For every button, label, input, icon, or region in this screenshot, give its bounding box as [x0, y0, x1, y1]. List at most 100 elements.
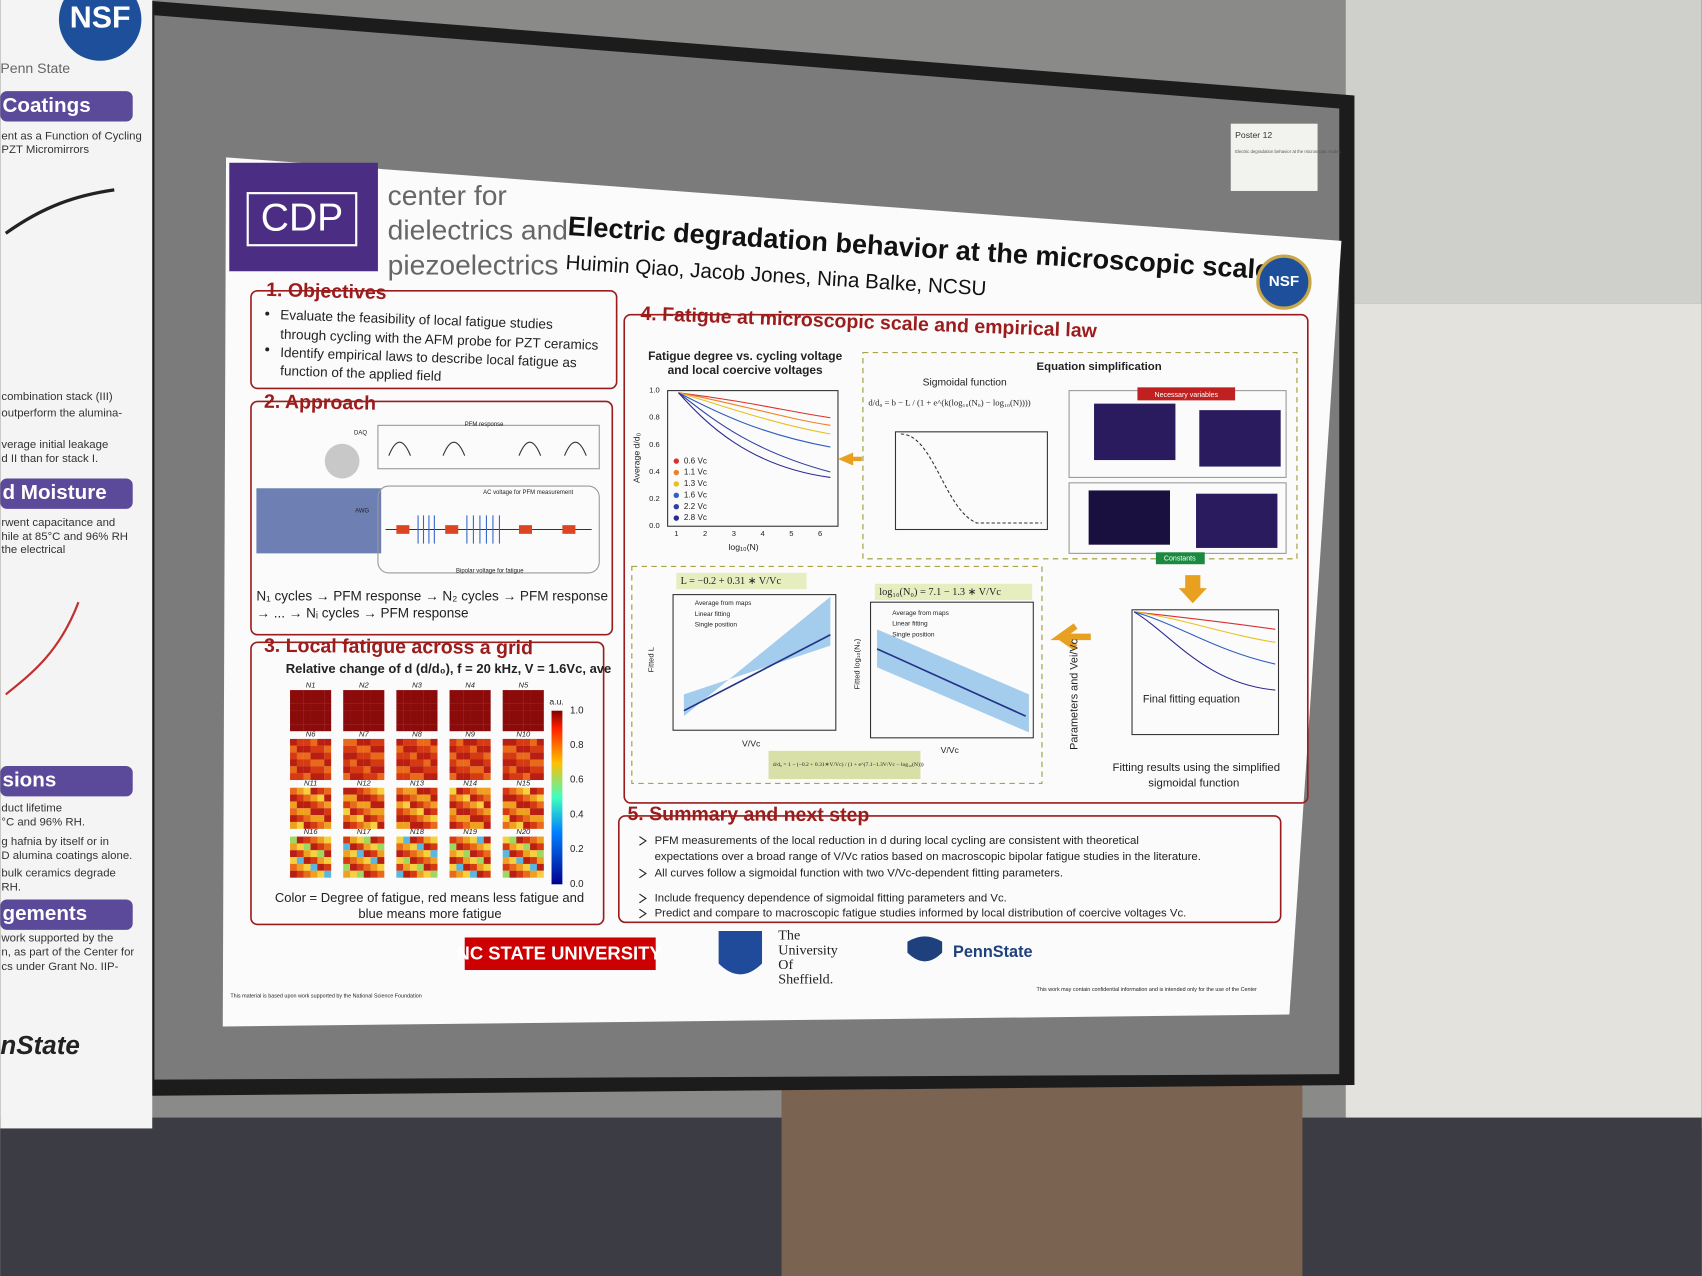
heatmap-cell	[523, 759, 531, 767]
heatmap-cell	[377, 787, 385, 795]
heatmap-cell	[310, 836, 318, 844]
heatmap-cell	[343, 843, 351, 851]
org-name: center for	[388, 179, 507, 211]
line: bulk ceramics degrade	[1, 867, 115, 879]
heatmap-cell	[410, 801, 417, 809]
heatmap-cell	[403, 857, 411, 865]
heatmap-cell	[530, 745, 537, 753]
heatmap-cell	[423, 801, 431, 809]
heatmap-cell	[350, 836, 357, 844]
heatmap-cell	[423, 738, 431, 746]
line: °C and 96% RH.	[1, 816, 85, 828]
heatmap-cell	[343, 863, 351, 871]
heatmap-cell	[509, 850, 517, 858]
heatmap-cell	[463, 696, 471, 704]
heatmap-cell	[324, 690, 332, 698]
heatmap-tile	[290, 738, 332, 781]
heatmap-cell	[370, 717, 378, 725]
heatmap-cell	[430, 759, 438, 767]
heatmap-cell	[343, 690, 351, 698]
heatmap-cell	[377, 752, 385, 760]
heatmap-cell	[296, 738, 304, 746]
heatmap-cell	[410, 808, 417, 816]
heatmap-cell	[363, 787, 371, 795]
heatmap-cell	[470, 794, 477, 802]
heatmap-cell	[416, 724, 424, 732]
heatmap-cell	[509, 870, 517, 878]
heatmap-cell	[396, 724, 404, 732]
heatmap-cell	[423, 690, 431, 698]
sheffield-crest	[718, 930, 763, 975]
heatmap-cell	[476, 794, 484, 802]
heatmap-cell	[456, 710, 464, 718]
y-tick-label: 0.4	[649, 467, 660, 476]
heatmap-cell	[509, 863, 517, 871]
heatmap-cell	[509, 857, 517, 865]
heatmap-cell	[476, 710, 484, 718]
heatmap-cell	[363, 710, 371, 718]
heatmap-cell	[396, 857, 404, 865]
heatmap-cell	[356, 773, 364, 781]
heatmap-cell	[350, 773, 357, 781]
heatmap-cell	[449, 773, 457, 781]
heatmap-cell	[310, 815, 318, 823]
heatmap-cell	[310, 801, 318, 809]
heatmap-cell	[377, 836, 385, 844]
heatmap-cell	[530, 738, 537, 746]
heatmap-cell	[463, 863, 471, 871]
heatmap-cell	[324, 836, 332, 844]
heatmap-cell	[502, 843, 510, 851]
heatmap-cell	[403, 843, 411, 851]
heatmap-tile	[396, 787, 438, 829]
legend-marker	[673, 458, 680, 464]
heatmap-cell	[516, 717, 524, 725]
heatmap-cell	[303, 690, 311, 698]
heatmap-cell	[370, 843, 378, 851]
heatmap-cell	[476, 850, 484, 858]
heatmap-cell	[423, 821, 431, 829]
heatmap-cell	[290, 752, 297, 760]
heatmap-cell	[470, 857, 477, 865]
cdp-text: CDP	[261, 197, 343, 240]
heatmap-cell	[530, 773, 537, 781]
heatmap-cell	[396, 808, 404, 816]
heatmap-cell	[303, 836, 311, 844]
heatmap-cell	[410, 773, 417, 781]
diagram-label: AWG	[355, 509, 369, 515]
heatmap-cell	[317, 710, 325, 718]
heatmap-cell	[310, 808, 318, 816]
heatmap-cell	[430, 766, 438, 774]
heatmap-cell	[290, 738, 297, 746]
heatmap-cell	[350, 696, 357, 704]
heatmap-cell	[449, 857, 457, 865]
heatmap-cell	[350, 717, 357, 725]
heatmap-cell	[377, 863, 385, 871]
heatmap-tile	[343, 690, 385, 732]
heatmap-cell	[476, 870, 484, 878]
heatmap-cell	[502, 738, 510, 746]
colorbar-tick: 1.0	[570, 705, 584, 716]
arrow	[1050, 623, 1091, 651]
section-box	[250, 400, 614, 636]
heatmap-cell	[523, 787, 531, 795]
heatmap-cell	[423, 745, 431, 753]
confidence-band	[683, 596, 831, 717]
heatmap-cell	[523, 801, 531, 809]
heatmap-cell	[516, 690, 524, 698]
heatmap-cell	[410, 738, 417, 746]
tag-text: Electric degradation behavior at the mic…	[1235, 149, 1341, 154]
heatmap-cell	[370, 710, 378, 718]
heatmap-cell	[370, 724, 378, 732]
map	[1088, 490, 1170, 545]
heatmap-cell	[296, 850, 304, 858]
heatmap-cell	[296, 752, 304, 760]
dashed-box	[862, 352, 1298, 560]
heatmap-cell	[509, 794, 517, 802]
heatmap-cell	[483, 703, 491, 711]
plot-frame	[1131, 609, 1280, 736]
heatmap-cell	[523, 843, 531, 851]
heatmap-cell	[296, 808, 304, 816]
heatmap-cell	[530, 850, 537, 858]
heatmap-cell	[449, 717, 457, 725]
